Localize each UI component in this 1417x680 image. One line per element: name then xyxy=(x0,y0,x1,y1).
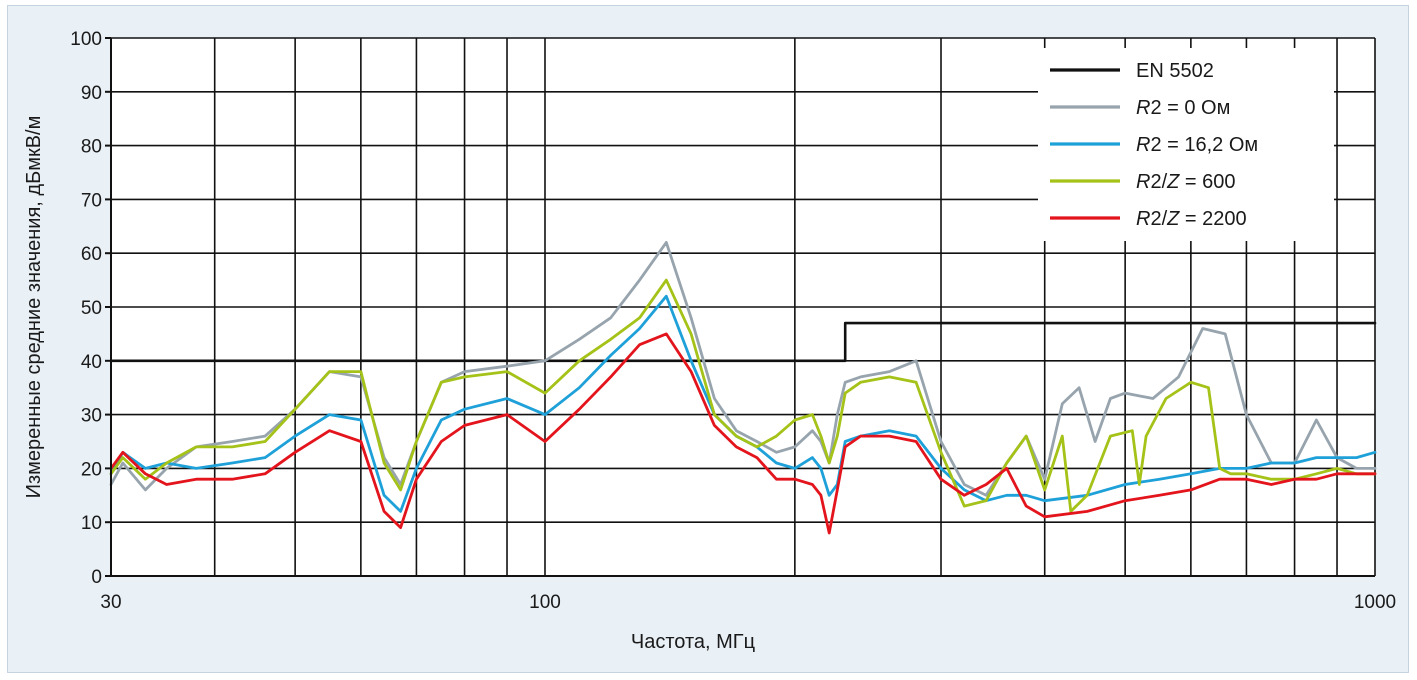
legend-label: R2 = 0 Ом xyxy=(1136,97,1230,119)
x-tick-label: 30 xyxy=(100,592,121,613)
y-tick-label: 30 xyxy=(81,406,102,427)
line-chart: 0 10 20 30 40 50 60 70 80 90 100 30 100 1000 EN 5502 R… xyxy=(23,29,1396,653)
chart-figure: 0 10 20 30 40 50 60 70 80 90 100 30 100 1000 EN 5502 R… xyxy=(7,5,1409,673)
y-tick-label: 90 xyxy=(81,83,102,104)
series-line-5 xyxy=(109,332,1377,535)
y-tick-label: 50 xyxy=(81,298,102,319)
y-tick-label: 100 xyxy=(70,29,102,50)
series-line-1 xyxy=(109,321,1377,363)
series-layer xyxy=(109,240,1377,535)
y-tick-label: 0 xyxy=(91,567,102,588)
axes: 0 10 20 30 40 50 60 70 80 90 100 30 100 1000 xyxy=(70,29,1396,613)
y-tick-label: 40 xyxy=(81,352,102,373)
y-tick-label: 80 xyxy=(81,137,102,158)
series-line-3 xyxy=(109,294,1377,513)
legend-label: R2 = 16,2 Ом xyxy=(1136,134,1258,156)
x-axis-label: Частота, МГц xyxy=(631,631,755,653)
y-tick-label: 10 xyxy=(81,513,102,534)
x-tick-label: 1000 xyxy=(1354,592,1396,613)
legend-label: EN 5502 xyxy=(1136,60,1214,82)
y-tick-label: 70 xyxy=(81,190,102,211)
y-axis-label: Измеренные средние значения, дБмкВ/м xyxy=(23,116,45,499)
x-tick-label: 100 xyxy=(529,592,561,613)
y-tick-label: 20 xyxy=(81,459,102,480)
legend: EN 5502 R2 = 0 Ом R2 = 16,2 Ом R2/Z = 600 R2… xyxy=(1038,48,1334,241)
y-tick-label: 60 xyxy=(81,244,102,265)
grid-lines xyxy=(111,37,1376,577)
series-line-4 xyxy=(109,278,1377,513)
legend-label: R2/Z = 2200 xyxy=(1136,208,1247,230)
legend-label: R2/Z = 600 xyxy=(1136,171,1236,193)
